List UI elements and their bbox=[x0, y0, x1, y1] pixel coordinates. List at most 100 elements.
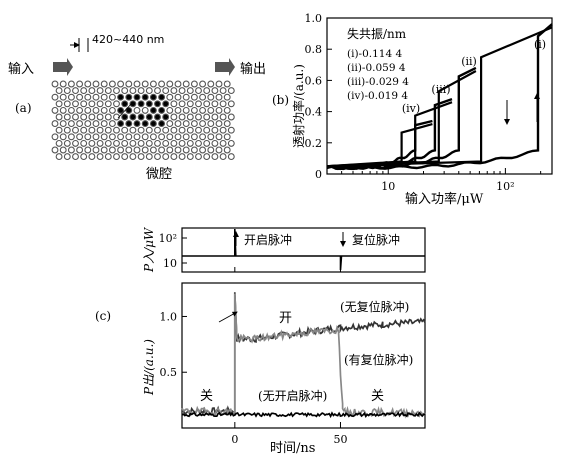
lattice-hole bbox=[121, 126, 129, 134]
lattice-hole bbox=[100, 120, 108, 128]
lattice-hole bbox=[219, 100, 227, 108]
lattice-hole bbox=[121, 100, 129, 108]
lattice-hole bbox=[219, 113, 227, 121]
lattice-hole bbox=[149, 106, 157, 114]
lattice-hole bbox=[182, 106, 190, 114]
lattice-hole bbox=[186, 126, 194, 134]
lattice-hole bbox=[67, 106, 75, 114]
lattice-hole bbox=[158, 120, 166, 128]
lattice-hole bbox=[113, 87, 120, 95]
lattice-hole bbox=[154, 113, 161, 121]
lattice-hole bbox=[141, 80, 149, 88]
lattice-hole bbox=[133, 80, 141, 88]
lattice-hole bbox=[92, 146, 100, 154]
lattice-hole bbox=[149, 80, 157, 88]
lattice-hole bbox=[96, 87, 104, 95]
lattice-hole bbox=[125, 133, 133, 141]
lattice-hole bbox=[133, 106, 141, 114]
lattice-hole bbox=[129, 139, 137, 147]
lattice-hole bbox=[104, 113, 112, 121]
lattice-hole bbox=[154, 139, 161, 147]
lattice-hole bbox=[178, 139, 186, 147]
lattice-hole bbox=[72, 87, 79, 95]
lattice-hole bbox=[190, 80, 198, 88]
lattice-hole bbox=[199, 120, 207, 128]
lattice-hole bbox=[211, 100, 219, 108]
lattice-hole bbox=[72, 139, 79, 147]
lattice-hole bbox=[227, 153, 235, 161]
lattice-hole bbox=[215, 80, 223, 88]
lattice-hole bbox=[76, 146, 84, 154]
trace-with-reset bbox=[181, 293, 426, 419]
lattice-hole bbox=[108, 133, 116, 141]
lattice-hole bbox=[170, 139, 178, 147]
on-state-label: 开 bbox=[279, 311, 292, 326]
lattice-hole bbox=[174, 106, 182, 114]
lattice-hole bbox=[186, 100, 194, 108]
lattice-hole bbox=[92, 93, 100, 101]
c-top-trace bbox=[182, 228, 425, 271]
lattice-hole bbox=[145, 126, 153, 134]
no-reset-label: (无复位脉冲) bbox=[340, 299, 409, 314]
lattice-hole bbox=[227, 87, 235, 95]
lattice-hole bbox=[84, 106, 92, 114]
lattice-hole bbox=[199, 93, 207, 101]
panel-b-xlabel: 输入功率/μW bbox=[405, 191, 484, 207]
legend-title: 失共振/nm bbox=[347, 26, 407, 41]
b-curve-up bbox=[326, 119, 433, 171]
lattice-hole bbox=[80, 113, 88, 121]
lattice-hole bbox=[84, 120, 92, 128]
lattice-hole bbox=[178, 153, 186, 161]
lattice-hole bbox=[219, 126, 227, 134]
lattice-hole bbox=[100, 133, 108, 141]
photonic-crystal-lattice bbox=[51, 80, 235, 161]
lattice-hole bbox=[88, 87, 96, 95]
lattice-hole bbox=[141, 146, 149, 154]
c-xtick-label: 50 bbox=[333, 433, 347, 446]
lattice-hole bbox=[121, 139, 129, 147]
lattice-hole bbox=[88, 113, 96, 121]
lattice-hole bbox=[121, 113, 129, 121]
lattice-hole bbox=[137, 87, 145, 95]
b-xtick-label: 10 bbox=[381, 180, 395, 193]
lattice-hole bbox=[80, 87, 88, 95]
lattice-hole bbox=[227, 139, 235, 147]
lattice-hole bbox=[190, 106, 198, 114]
lattice-hole bbox=[55, 153, 63, 161]
lattice-hole bbox=[59, 120, 67, 128]
lattice-hole bbox=[215, 120, 223, 128]
lattice-hole bbox=[59, 133, 67, 141]
legend-entry: (ii)-0.059 4 bbox=[347, 62, 406, 74]
lattice-hole bbox=[203, 126, 211, 134]
lattice-hole bbox=[154, 153, 161, 161]
lattice-hole bbox=[108, 120, 116, 128]
output-label: 输出 bbox=[240, 61, 266, 77]
lattice-hole bbox=[141, 133, 149, 141]
panel-c-bottom-frame bbox=[181, 282, 426, 429]
lattice-hole bbox=[84, 93, 92, 101]
lattice-hole bbox=[223, 146, 231, 154]
lattice-hole bbox=[141, 120, 149, 128]
lattice-hole bbox=[117, 80, 125, 88]
panel-b-ticks: 0 0.2 0.4 0.6 0.8 1.0 10 10² bbox=[305, 12, 542, 193]
lattice-hole bbox=[166, 106, 174, 114]
lattice-hole bbox=[166, 146, 174, 154]
legend-entry: (iv)-0.019 4 bbox=[347, 90, 408, 102]
lattice-hole bbox=[63, 153, 71, 161]
lattice-hole bbox=[92, 106, 100, 114]
lattice-hole bbox=[141, 106, 149, 114]
lattice-hole bbox=[158, 146, 166, 154]
lattice-hole bbox=[72, 100, 79, 108]
lattice-hole bbox=[96, 113, 104, 121]
output-arrow-tip bbox=[229, 58, 235, 76]
panel-a-label: (a) bbox=[15, 101, 32, 115]
lattice-hole bbox=[117, 120, 125, 128]
lattice-hole bbox=[80, 126, 88, 134]
lattice-hole bbox=[158, 93, 166, 101]
b-xtick-label: 10² bbox=[496, 180, 514, 193]
lattice-hole bbox=[92, 133, 100, 141]
lattice-hole bbox=[186, 139, 194, 147]
lattice-hole bbox=[108, 106, 116, 114]
lattice-hole bbox=[182, 93, 190, 101]
